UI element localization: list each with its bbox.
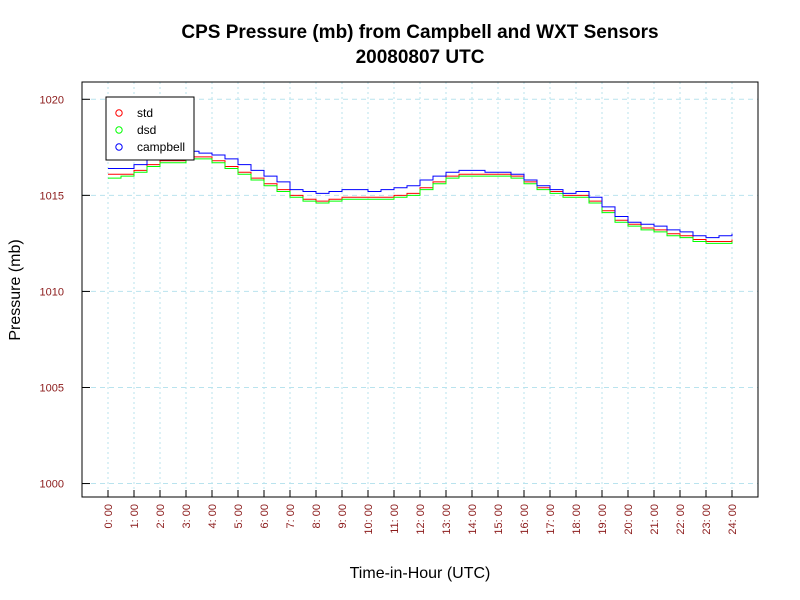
x-tick-label: 17: 00 [545,504,557,535]
series-line-campbell [108,150,733,239]
legend-marker-campbell [115,143,123,151]
x-tick-label: 13: 00 [441,504,453,535]
x-tick-label: 22: 00 [675,504,687,535]
x-tick-label: 14: 00 [467,504,479,535]
x-tick-label: 2: 00 [155,504,167,528]
axis-ticks: 0: 00 1: 00 2: 00 3: 00 4: 00 5: 00 6: 00 7: 00… [40,94,739,534]
x-tick-label: 21: 00 [649,504,661,535]
legend-marker-std [115,109,123,117]
y-tick-label: 1005 [40,382,64,394]
x-tick-label: 16: 00 [519,504,531,535]
x-tick-label: 1: 00 [129,504,141,528]
x-tick-label: 24: 00 [727,504,739,535]
x-tick-label: 23: 00 [701,504,713,535]
x-tick-label: 15: 00 [493,504,505,535]
x-tick-label: 10: 00 [363,504,375,535]
x-tick-label: 4: 00 [207,504,219,528]
legend-label-campbell: campbell [137,140,185,154]
x-tick-label: 20: 00 [623,504,635,535]
chart-subtitle: 20080807 UTC [356,47,485,68]
x-tick-label: 18: 00 [571,504,583,535]
series-line-dsd [108,158,733,244]
x-axis-label: Time-in-Hour (UTC) [350,565,491,582]
y-tick-label: 1000 [40,479,64,491]
chart-title: CPS Pressure (mb) from Campbell and WXT … [181,22,658,43]
x-tick-label: 5: 00 [233,504,245,528]
x-tick-label: 19: 00 [597,504,609,535]
legend-marker-dsd [115,126,123,134]
legend-label-std: std [137,106,153,120]
x-tick-label: 12: 00 [415,504,427,535]
x-tick-label: 9: 00 [337,504,349,528]
legend-label-dsd: dsd [137,123,156,137]
x-tick-label: 8: 00 [311,504,323,528]
series-line-std [108,156,733,242]
x-tick-label: 6: 00 [259,504,271,528]
x-tick-label: 3: 00 [181,504,193,528]
y-tick-label: 1010 [40,286,64,298]
y-tick-label: 1020 [40,94,64,106]
series-lines [108,150,733,244]
x-tick-label: 11: 00 [389,504,401,534]
y-tick-label: 1015 [40,190,64,202]
x-tick-label: 0: 00 [103,504,115,528]
grid [82,82,758,497]
x-tick-label: 7: 00 [285,504,297,528]
y-axis-label: Pressure (mb) [7,239,24,340]
legend: std dsd campbell [105,96,195,161]
